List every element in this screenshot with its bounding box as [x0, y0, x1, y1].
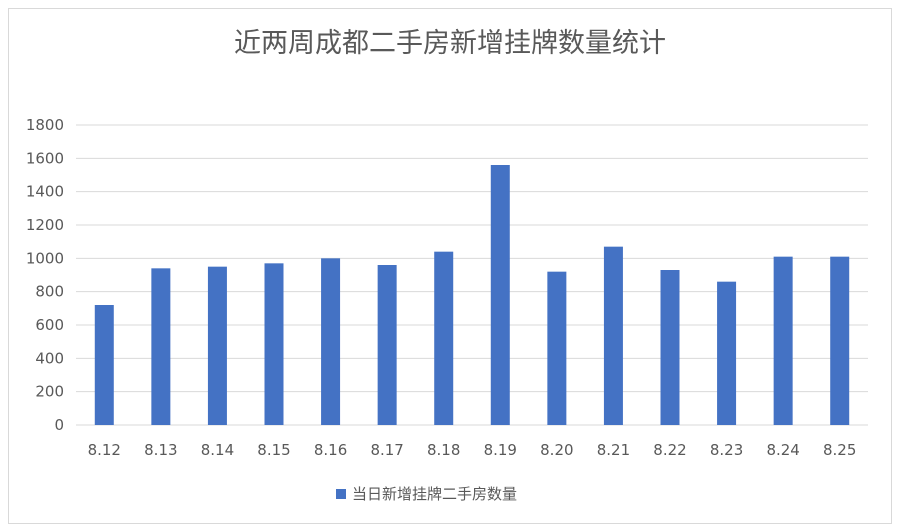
gridlines: [76, 124, 868, 426]
bar-8.23: [717, 281, 737, 425]
bar-8.21: [603, 246, 623, 425]
y-tick-label: 400: [35, 349, 64, 367]
bar-8.13: [151, 268, 171, 425]
x-tick-label: 8.20: [540, 441, 573, 459]
bar-8.25: [830, 256, 850, 425]
x-tick-label: 8.22: [653, 441, 686, 459]
bar-8.14: [207, 266, 227, 425]
x-tick-label: 8.15: [257, 441, 290, 459]
bar-8.12: [94, 305, 114, 425]
y-axis: 0 200 400 600 800 1000 1200 1400 1600 1800: [26, 116, 64, 434]
bars: [94, 165, 850, 425]
bar-8.19: [490, 165, 510, 425]
y-tick-label: 1200: [26, 216, 64, 234]
x-tick-label: 8.16: [314, 441, 347, 459]
bar-8.20: [547, 271, 567, 425]
x-tick-label: 8.17: [370, 441, 403, 459]
x-tick-label: 8.23: [710, 441, 743, 459]
bar-8.24: [773, 256, 793, 425]
y-tick-label: 1800: [26, 116, 64, 134]
y-tick-label: 1400: [26, 183, 64, 201]
x-tick-label: 8.19: [484, 441, 517, 459]
legend-swatch: [336, 489, 346, 499]
y-tick-label: 0: [54, 416, 64, 434]
y-tick-label: 1600: [26, 149, 64, 167]
x-tick-label: 8.18: [427, 441, 460, 459]
y-tick-label: 200: [35, 383, 64, 401]
chart-title: 近两周成都二手房新增挂牌数量统计: [234, 28, 666, 59]
bar-8.18: [434, 251, 454, 425]
x-axis: 8.12 8.13 8.14 8.15 8.16 8.17 8.18 8.19 8.20 8.21…: [88, 441, 857, 459]
x-tick-label: 8.25: [823, 441, 856, 459]
y-tick-label: 600: [35, 316, 64, 334]
x-tick-label: 8.24: [766, 441, 799, 459]
x-tick-label: 8.12: [88, 441, 121, 459]
legend: 当日新增挂牌二手房数量: [336, 485, 517, 503]
bar-8.22: [660, 270, 680, 425]
bar-8.17: [377, 265, 397, 425]
legend-label: 当日新增挂牌二手房数量: [352, 485, 517, 503]
x-tick-label: 8.21: [597, 441, 630, 459]
x-tick-label: 8.14: [201, 441, 234, 459]
bar-8.16: [321, 258, 341, 425]
y-tick-label: 1000: [26, 249, 64, 267]
x-tick-label: 8.13: [144, 441, 177, 459]
y-tick-label: 800: [35, 283, 64, 301]
bar-8.15: [264, 263, 284, 425]
